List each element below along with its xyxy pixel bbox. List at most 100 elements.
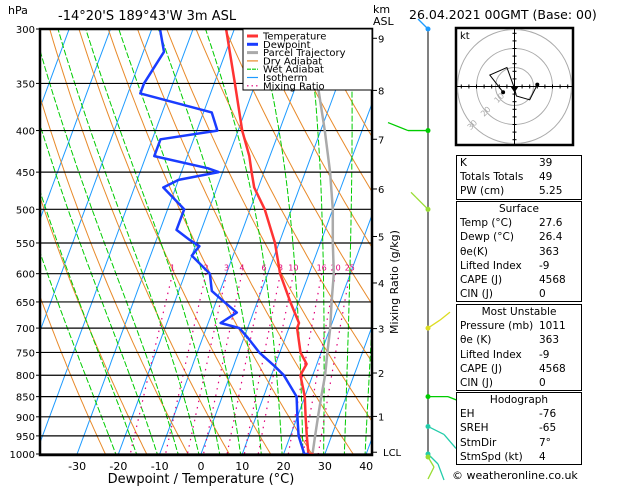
copyright[interactable]: © weatheronline.co.uk [452, 469, 578, 482]
hodograph-start-point [501, 90, 506, 95]
wind-barb-segment [415, 196, 429, 210]
pressure-tick-label: 850 [16, 393, 35, 404]
pressure-tick-label: 800 [16, 371, 35, 382]
temperature-tick-label: 20 [277, 460, 291, 473]
temperature-tick-label: -10 [151, 460, 169, 473]
stmspd-row: StmSpd (kt) 4 [457, 450, 581, 464]
value: -76 [539, 408, 557, 421]
label: Pressure (mb) [460, 320, 534, 333]
axis-labels: 3003504004505005506006507007508008509009… [10, 25, 402, 473]
label: CIN (J) [460, 376, 493, 389]
pressure-tick-label: 350 [16, 79, 35, 90]
pw-label: PW (cm) [460, 185, 505, 198]
tt-value: 49 [539, 171, 553, 184]
mixing-ratio-line [164, 273, 207, 455]
pressure-tick-label: 600 [16, 270, 35, 281]
mixing-ratio-line [129, 273, 174, 455]
hodograph-unit-label: kt [460, 31, 470, 42]
stmdir-row: StmDir 7° [457, 436, 581, 450]
wind-barb-segment [437, 463, 445, 481]
km-tick-label: 4 [378, 279, 384, 290]
profile-lines [139, 29, 336, 455]
storm-motion-marker [510, 86, 519, 93]
km-tick-label: 6 [378, 185, 384, 196]
wind-barb-segment [427, 319, 441, 329]
value: -9 [539, 259, 550, 272]
pressure-tick-label: 1000 [10, 450, 35, 461]
indices-panel: K 39 Totals Totals 49 PW (cm) 5.25 [456, 155, 582, 200]
value: 7° [539, 436, 551, 449]
value: 4568 [539, 273, 566, 286]
value: -9 [539, 348, 550, 361]
value: 363 [539, 245, 560, 258]
wind-barbs [387, 18, 469, 481]
pressure-tick-label: 750 [16, 348, 35, 359]
value: 1011 [539, 320, 566, 333]
sreh-row: SREH -65 [457, 421, 581, 435]
mu-pressure-row: Pressure (mb) 1011 [457, 319, 581, 333]
km-unit-label: km [373, 3, 390, 16]
mu-theta-row: θe (K) 363 [457, 333, 581, 347]
isotherm-line [323, 325, 372, 455]
value: 4 [539, 450, 546, 463]
km-tick-label: 3 [378, 325, 384, 336]
km-tick-label: 7 [378, 135, 384, 146]
mu-cape-row: CAPE (J) 4568 [457, 362, 581, 376]
mu-cin-row: CIN (J) 0 [457, 376, 581, 390]
mixing-ratio-line [317, 273, 351, 455]
mixing-ratio-label: 25 [345, 264, 355, 273]
mixing-ratio-line [186, 273, 228, 455]
label: SREH [460, 422, 489, 435]
eh-row: EH -76 [457, 407, 581, 421]
surface-cin-row: CIN (J) 0 [457, 287, 581, 301]
parcel-trajectory-line [303, 29, 336, 455]
surface-temp-row: Temp (°C) 27.6 [457, 216, 581, 230]
dry-adiabat-line [254, 29, 372, 249]
most-unstable-panel: Most Unstable Pressure (mb) 1011 θe (K) 36… [456, 304, 582, 392]
x-axis-title: Dewpoint / Temperature (°C) [108, 472, 295, 486]
hodograph-end-point [535, 82, 540, 87]
label: θe(K) [460, 245, 488, 258]
label: EH [460, 408, 475, 421]
value: 0 [539, 376, 546, 389]
wind-barb [425, 311, 451, 331]
legend-label: Parcel Trajectory [263, 48, 346, 59]
km-tick-label: 8 [378, 86, 384, 97]
k-value: 39 [539, 157, 553, 169]
km-tick-label: 9 [378, 34, 384, 45]
surface-theta-row: θe(K) 363 [457, 245, 581, 259]
label: CAPE (J) [460, 273, 503, 286]
pw-value: 5.25 [539, 185, 563, 198]
legend-label: Dewpoint [263, 40, 311, 51]
wind-barb-segment [439, 311, 451, 321]
temperature-tick-label: 30 [318, 460, 332, 473]
label: StmSpd (kt) [460, 450, 523, 463]
mixing-ratio-label: 16 [317, 264, 327, 273]
datetime-title: 26.04.2021 00GMT (Base: 00) [409, 7, 597, 22]
temperature-tick-label: -20 [109, 460, 127, 473]
mixing-ratio-line [202, 273, 243, 455]
km-tick-label: LCL [383, 448, 402, 459]
pressure-tick-label: 400 [16, 127, 35, 138]
wind-barb [387, 121, 431, 134]
asl-unit-label: ASL [373, 15, 395, 28]
legend-box [242, 28, 373, 91]
surface-cape-row: CAPE (J) 4568 [457, 273, 581, 287]
km-tick-label: 2 [378, 369, 384, 380]
pressure-tick-label: 650 [16, 298, 35, 309]
surface-dewp-row: Dewp (°C) 26.4 [457, 230, 581, 244]
wet-adiabat-line [118, 29, 242, 455]
value: -65 [539, 422, 557, 435]
wind-barb-segment [410, 191, 417, 198]
mixing-ratio-label: 3 [224, 264, 229, 273]
surface-title: Surface [498, 203, 539, 215]
legend-label: Isotherm [263, 73, 307, 84]
k-index-row: K 39 [457, 156, 581, 170]
mixing-ratio-label: 6 [262, 264, 267, 273]
mixing-ratio-label: 10 [288, 264, 298, 273]
mu-li-row: Lifted Index -9 [457, 348, 581, 362]
km-tick-label: 1 [378, 412, 384, 423]
label: Dewp (°C) [460, 231, 514, 244]
mixing-ratio-label: 1 [170, 264, 175, 273]
